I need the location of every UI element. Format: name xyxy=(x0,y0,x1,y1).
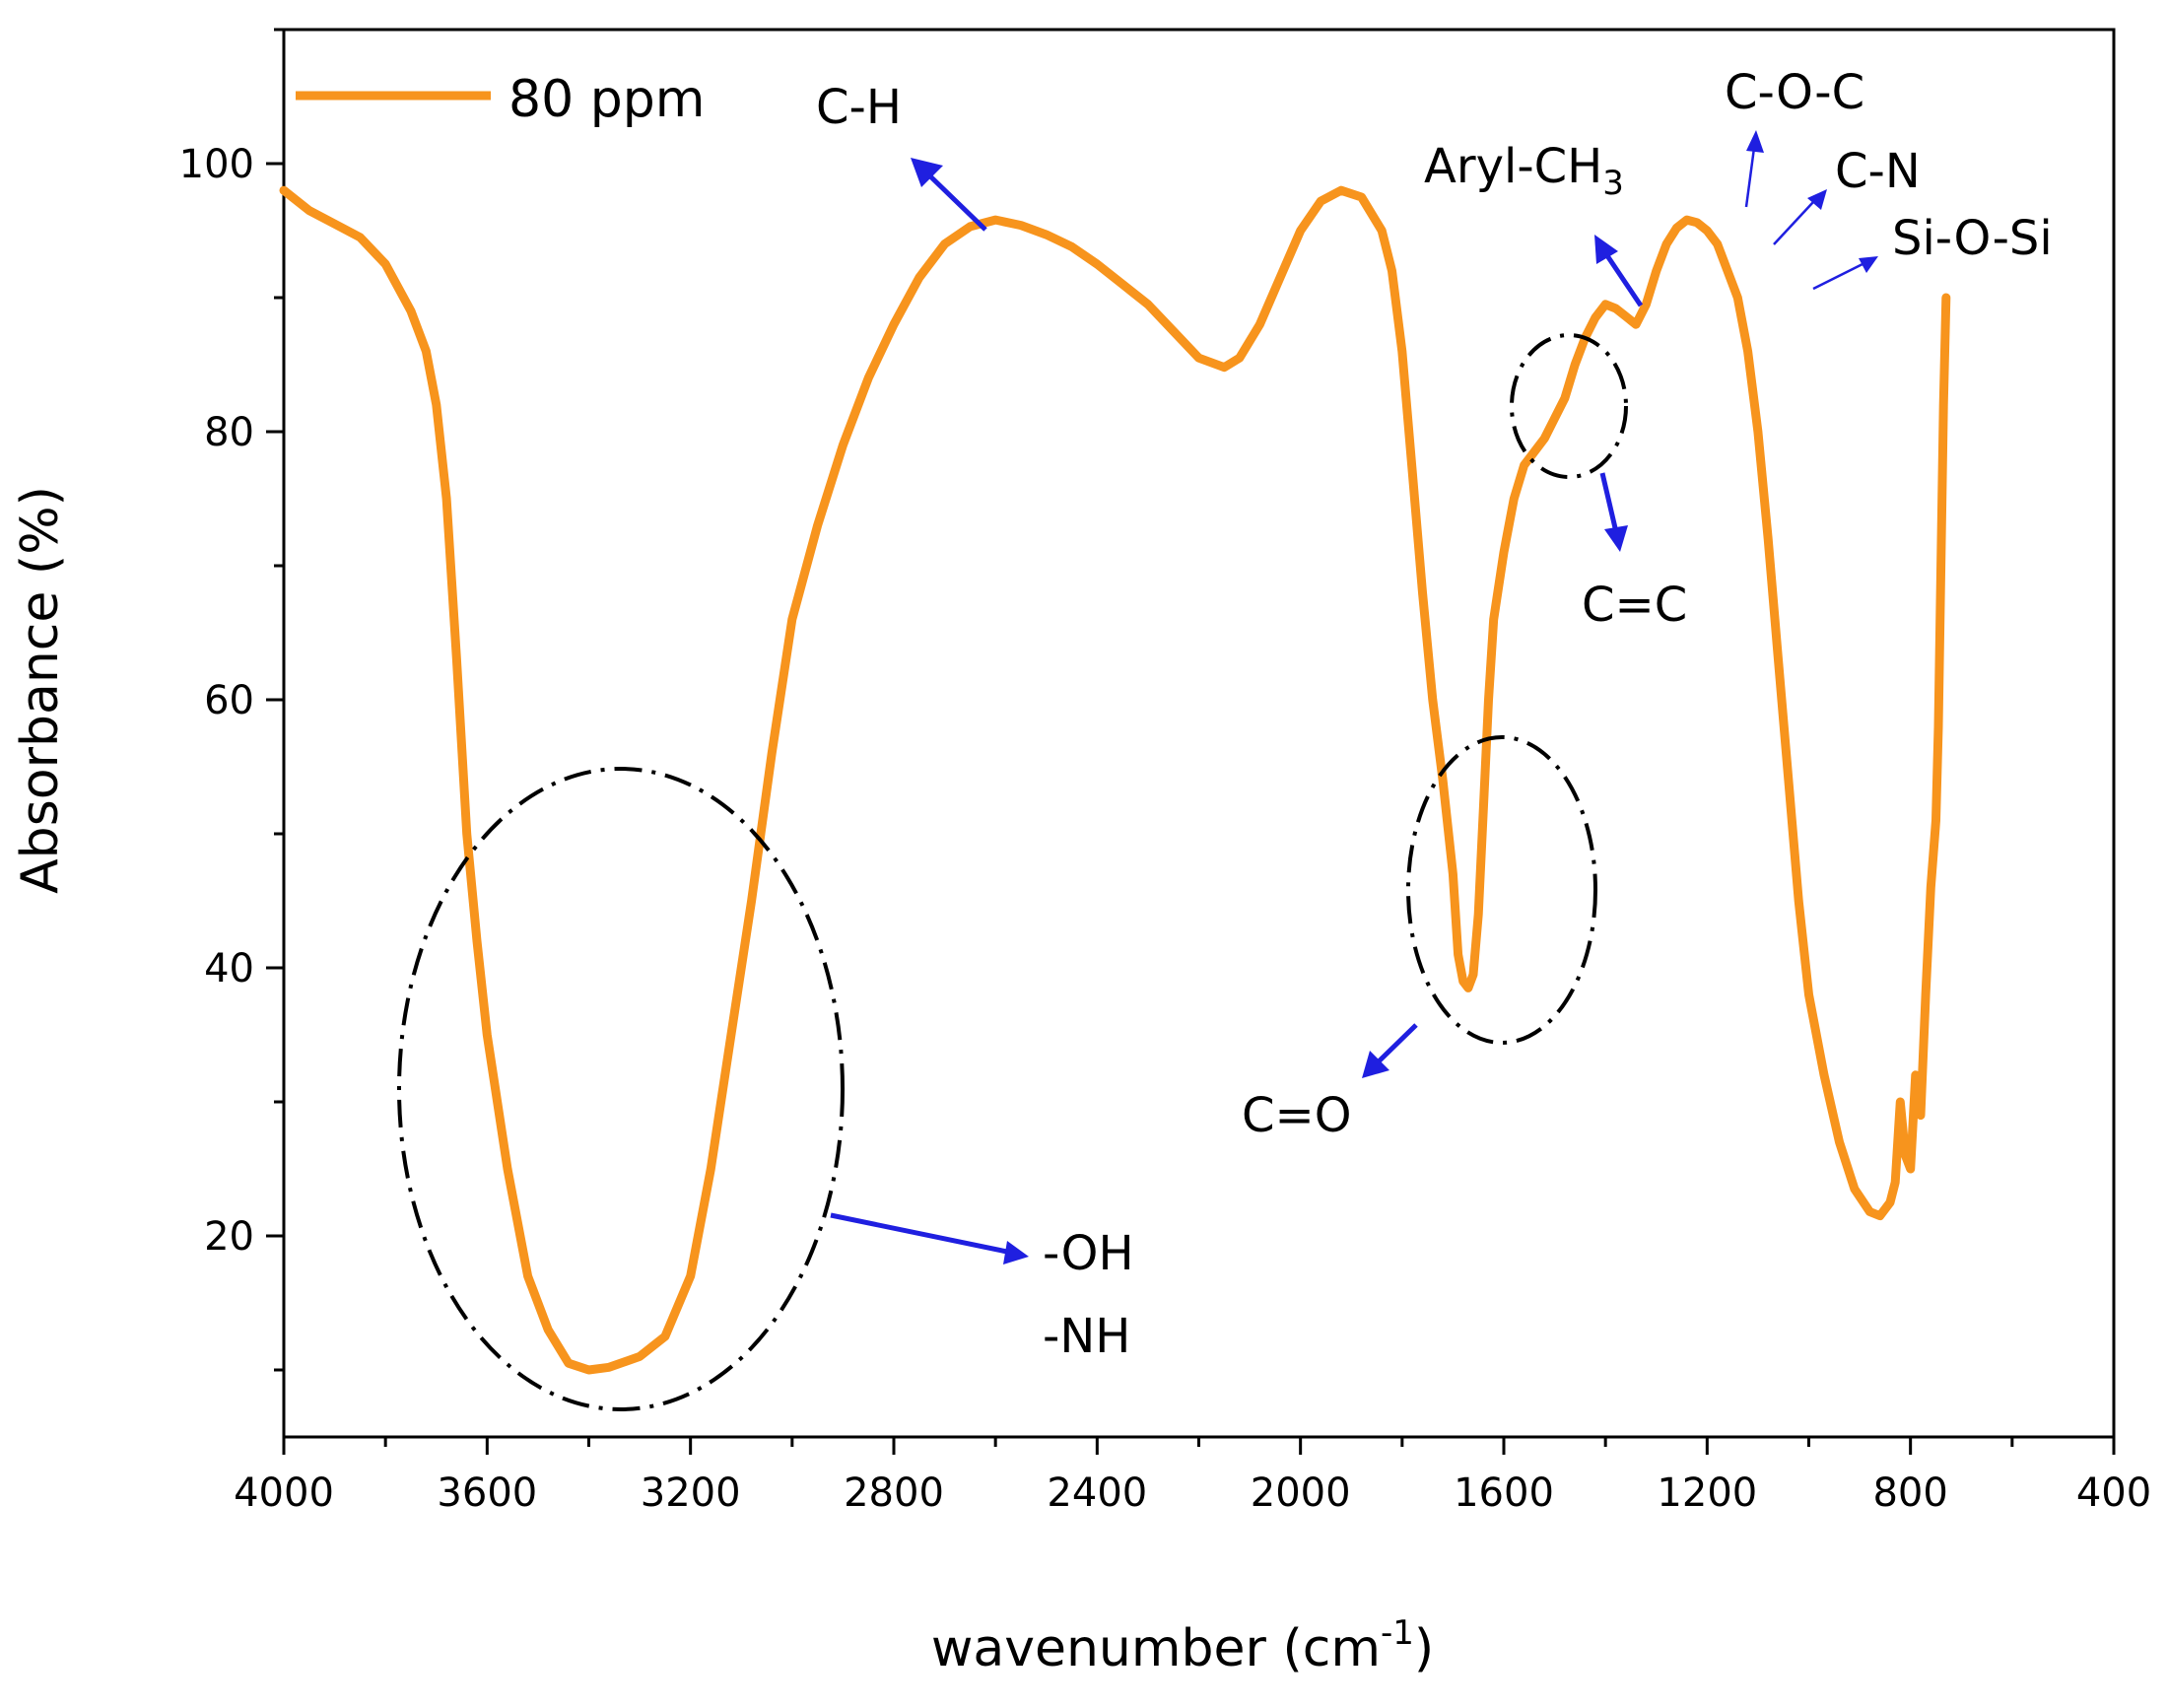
label-nh: -NH xyxy=(1043,1309,1130,1364)
y-tick-label: 40 xyxy=(204,946,254,991)
x-tick-label: 1600 xyxy=(1454,1470,1554,1516)
arrowhead-c-o-icon xyxy=(1362,1051,1389,1078)
y-tick-label: 80 xyxy=(204,410,254,455)
plot-frame xyxy=(282,28,2116,1439)
x-tick-label: 800 xyxy=(1872,1470,1947,1516)
x-tick-label: 4000 xyxy=(234,1470,334,1516)
arrow-si-o-si xyxy=(1812,262,1863,291)
axis-tick-labels: 4000 3600 3200 2800 2400 2000 1600 1200 800 400 20… xyxy=(179,142,2152,1516)
axis-ticks xyxy=(266,28,2116,1455)
x-tick-label: 400 xyxy=(2076,1470,2151,1516)
arrow-c-n xyxy=(1773,201,1814,245)
label-c-n: C-N xyxy=(1835,144,1921,199)
y-tick-label: 60 xyxy=(204,678,254,723)
x-tick-label: 3200 xyxy=(641,1470,741,1516)
label-c-c: C=C xyxy=(1582,578,1687,633)
ellipse-oh-nh-band xyxy=(397,767,845,1411)
arrowhead-c-o-c-icon xyxy=(1746,130,1764,153)
label-c-o-c: C-O-C xyxy=(1725,65,1864,120)
arrowhead-si-o-si-icon xyxy=(1859,256,1878,273)
x-tick-label: 2400 xyxy=(1047,1470,1147,1516)
x-axis-title-superscript: -1 xyxy=(1381,1613,1414,1653)
x-tick-label: 1200 xyxy=(1657,1470,1757,1516)
x-axis-title: wavenumber (cm-1) xyxy=(931,1613,1434,1678)
arrowhead-c-h-icon xyxy=(911,158,943,187)
arrow-c-h xyxy=(924,171,987,232)
annotation-ellipses xyxy=(397,333,1628,1411)
arrowhead-c-c-icon xyxy=(1604,525,1628,552)
legend-label: 80 ppm xyxy=(508,70,705,129)
arrowhead-c-n-icon xyxy=(1807,189,1827,210)
arrow-aryl-ch3 xyxy=(1601,249,1644,307)
arrow-c-c xyxy=(1599,472,1619,533)
label-aryl-ch3: Aryl-CH3 xyxy=(1424,139,1624,203)
label-aryl-ch3-subscript: 3 xyxy=(1602,164,1624,203)
label-si-o-si: Si-O-Si xyxy=(1892,211,2053,266)
arrowhead-oh-nh-icon xyxy=(1003,1241,1029,1264)
arrow-c-o xyxy=(1376,1023,1418,1064)
x-tick-label: 2800 xyxy=(844,1470,944,1516)
x-tick-label: 3600 xyxy=(437,1470,537,1516)
label-c-h: C-H xyxy=(816,80,902,135)
arrow-c-o-c xyxy=(1744,147,1756,208)
x-tick-label: 2000 xyxy=(1251,1470,1351,1516)
y-tick-label: 20 xyxy=(204,1214,254,1260)
y-tick-label: 100 xyxy=(179,142,254,187)
label-oh: -OH xyxy=(1043,1226,1134,1281)
arrowhead-aryl-ch3-icon xyxy=(1594,235,1618,264)
ellipse-c-o-band xyxy=(1406,735,1597,1045)
annotation-arrows xyxy=(830,130,1878,1264)
label-c-o: C=O xyxy=(1242,1088,1352,1143)
series-line-80ppm xyxy=(279,185,1951,1375)
y-axis-title: Absorbance (%) xyxy=(11,486,70,894)
ellipse-c-c-band xyxy=(1510,333,1628,479)
arrow-oh-nh xyxy=(830,1212,1008,1255)
